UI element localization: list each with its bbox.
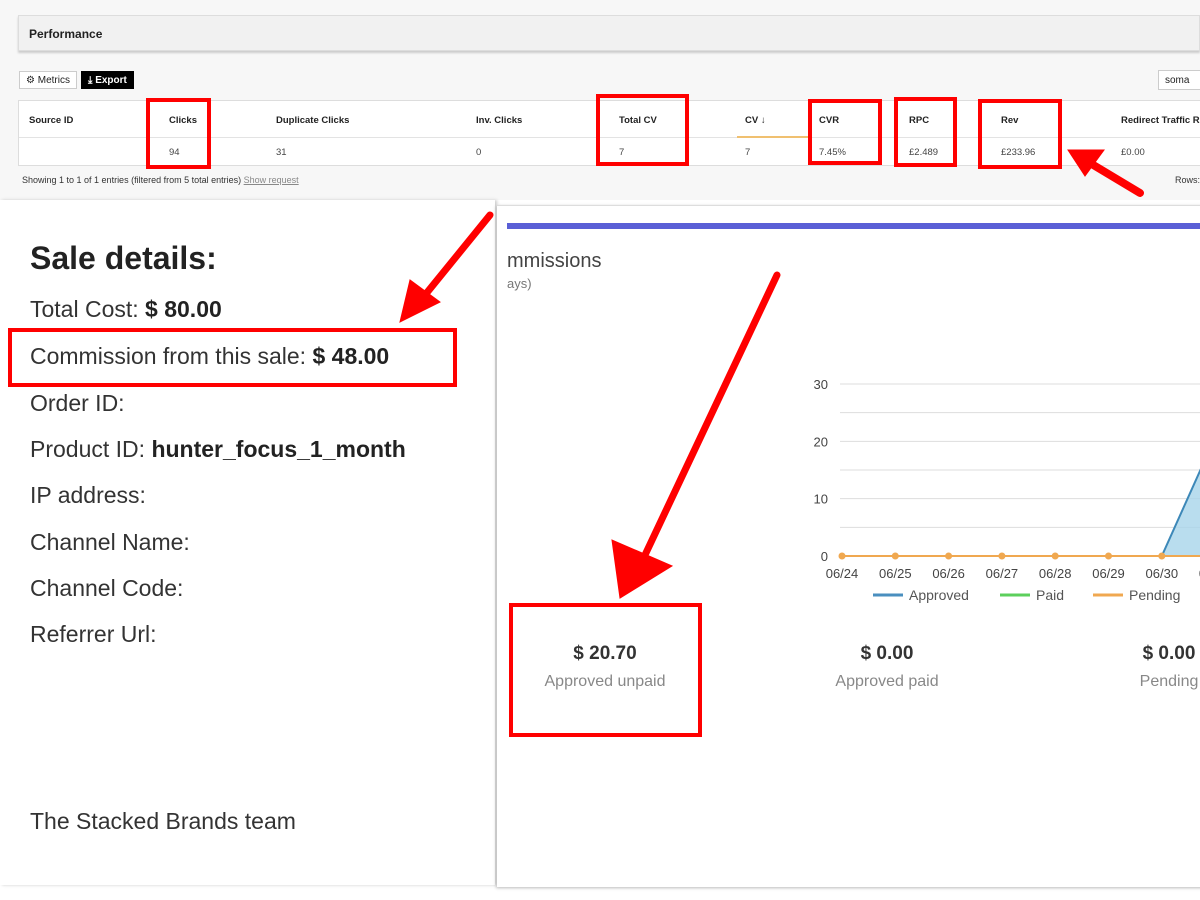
legend-label: Paid xyxy=(1036,587,1064,603)
table-cell: 0 xyxy=(476,147,482,158)
highlight-cvr xyxy=(808,99,882,165)
approved-paid-amount: $ 0.00 xyxy=(860,643,914,664)
product-id: Product ID: hunter_focus_1_month xyxy=(30,436,406,462)
signoff: The Stacked Brands team xyxy=(30,808,296,834)
sale-heading: Sale details: xyxy=(30,240,217,276)
column-header[interactable]: Redirect Traffic R xyxy=(1121,115,1200,126)
x-tick-label: 06/27 xyxy=(986,566,1019,581)
entries-info: Showing 1 to 1 of 1 entries (filtered fr… xyxy=(22,175,242,185)
x-tick-label: 06/25 xyxy=(879,566,912,581)
table-cell: £2.489 xyxy=(909,147,939,158)
column-header[interactable]: CV ↓ xyxy=(745,115,766,126)
highlight-commission xyxy=(8,328,457,387)
highlight-total-cv xyxy=(596,94,689,166)
commissions-subtitle: ays) xyxy=(507,276,532,291)
pending-point xyxy=(1105,552,1112,560)
pending-point xyxy=(1051,552,1059,560)
performance-header: Performance xyxy=(18,15,1200,51)
pending-point xyxy=(891,552,899,560)
x-tick-label: 06/29 xyxy=(1092,566,1125,581)
legend-label: Approved xyxy=(909,587,969,603)
sort-indicator xyxy=(737,136,809,138)
arrow-head xyxy=(1067,149,1105,177)
arrow-head xyxy=(611,539,674,599)
arrow-to-commission xyxy=(421,211,494,299)
show-request-link[interactable]: Show request xyxy=(243,175,299,185)
order-id: Order ID: xyxy=(30,390,125,416)
pending-point xyxy=(1158,552,1166,560)
arrow-head xyxy=(399,279,441,323)
metrics-label: Metrics xyxy=(37,75,70,86)
download-icon: ⤓ xyxy=(88,75,96,86)
rows-label: Rows: xyxy=(1175,175,1200,185)
x-tick-label: 06/30 xyxy=(1146,566,1179,581)
table-footer: Showing 1 to 1 of 1 entries (filtered fr… xyxy=(22,175,299,185)
table-cell: £233.96 xyxy=(1001,147,1036,158)
table-cell: £0.00 xyxy=(1121,147,1145,158)
x-tick-label: 06/24 xyxy=(826,566,859,581)
commission: Commission from this sale: $ 48.00 xyxy=(30,343,390,369)
column-header[interactable]: CVR xyxy=(819,115,840,126)
highlight-rev xyxy=(978,99,1062,169)
table-cell: 94 xyxy=(169,147,180,158)
y-tick-label: 30 xyxy=(814,377,828,392)
column-header[interactable]: Total CV xyxy=(619,115,657,126)
column-header[interactable]: Clicks xyxy=(169,115,197,126)
pending-amount: $ 0.00 xyxy=(1142,643,1196,664)
pending-point xyxy=(945,552,953,560)
column-header[interactable]: Rev xyxy=(1001,115,1019,126)
x-tick-label: 07/01 xyxy=(1199,566,1200,581)
y-tick-label: 0 xyxy=(821,549,828,564)
y-tick-label: 10 xyxy=(814,492,828,507)
search-input[interactable]: soma xyxy=(1158,70,1200,90)
commissions-title: mmissions xyxy=(507,250,602,272)
pending-point xyxy=(838,552,846,560)
highlight-approved-unpaid xyxy=(509,603,702,737)
column-header[interactable]: RPC xyxy=(909,115,930,126)
table-cell: 31 xyxy=(276,147,287,158)
channel-code: Channel Code: xyxy=(30,575,184,601)
approved-unpaid-amount: $ 20.70 xyxy=(573,643,637,664)
approved-unpaid-label: Approved unpaid xyxy=(544,673,666,690)
pending-point xyxy=(998,552,1006,560)
highlight-clicks xyxy=(146,98,211,169)
column-header[interactable]: Duplicate Clicks xyxy=(276,115,350,126)
arrow-to-rev xyxy=(1086,159,1144,197)
column-header[interactable]: Inv. Clicks xyxy=(476,115,523,126)
legend-label: Pending xyxy=(1129,587,1180,603)
x-tick-label: 06/26 xyxy=(932,566,965,581)
table-cell: 7 xyxy=(619,147,625,158)
accent-bar xyxy=(507,223,1200,229)
column-header[interactable]: Source ID xyxy=(29,115,74,126)
y-tick-label: 20 xyxy=(814,434,828,449)
ip-address: IP address: xyxy=(30,482,146,508)
x-tick-label: 06/28 xyxy=(1039,566,1072,581)
table-cell: 7 xyxy=(745,147,751,158)
export-label: Export xyxy=(95,75,127,86)
metrics-button[interactable]: ⚙ Metrics xyxy=(19,71,77,89)
pending-label: Pending xyxy=(1139,673,1199,690)
gear-icon: ⚙ xyxy=(26,75,38,86)
highlight-rpc xyxy=(894,97,957,167)
export-button[interactable]: ⤓ Export xyxy=(81,71,134,89)
total-cost: Total Cost: $ 80.00 xyxy=(30,296,222,322)
arrow-to-approved xyxy=(641,271,781,559)
channel-name: Channel Name: xyxy=(30,529,190,555)
approved-paid-label: Approved paid xyxy=(835,673,939,690)
referrer-url: Referrer Url: xyxy=(30,621,157,647)
table-cell: 7.45% xyxy=(819,147,846,158)
